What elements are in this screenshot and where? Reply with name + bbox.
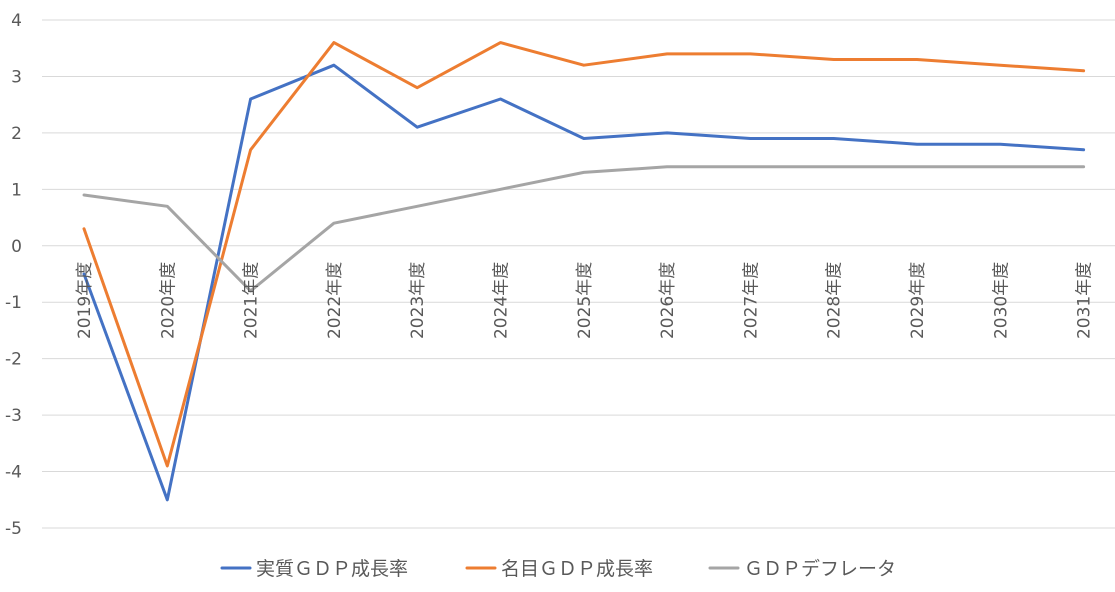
y-tick-label: 2	[11, 124, 22, 144]
x-tick-label: 2027年度	[741, 262, 761, 339]
legend-label: 実質ＧＤＰ成長率	[256, 558, 408, 580]
x-tick-label: 2023年度	[408, 262, 428, 339]
y-tick-label: -5	[5, 519, 22, 539]
y-tick-label: -3	[5, 406, 22, 426]
x-tick-label: 2024年度	[492, 262, 512, 339]
y-tick-label: -4	[5, 463, 22, 483]
x-axis-tick-labels: 2019年度 2020年度 2021年度 2022年度 2023年度 2024年度 2025…	[75, 262, 1095, 339]
y-tick-label: 4	[11, 11, 22, 31]
x-tick-label: 2019年度	[75, 262, 95, 339]
y-tick-label: 1	[11, 180, 22, 200]
x-tick-label: 2031年度	[1075, 262, 1095, 339]
legend-label: 名目ＧＤＰ成長率	[501, 558, 653, 580]
gridlines	[42, 19, 1115, 529]
y-tick-label: -2	[5, 350, 22, 370]
legend: 実質ＧＤＰ成長率 名目ＧＤＰ成長率 ＧＤＰデフレータ	[220, 558, 896, 580]
y-axis-tick-labels: 4 3 2 1 0 -1 -2 -3 -4 -5	[5, 11, 22, 539]
series-line	[82, 41, 1086, 468]
y-tick-label: 0	[11, 237, 22, 257]
y-tick-label: 3	[11, 67, 22, 87]
legend-label: ＧＤＰデフレータ	[744, 558, 896, 580]
x-tick-label: 2026年度	[658, 262, 678, 339]
series-line	[82, 63, 1086, 502]
series-lines	[82, 41, 1086, 502]
x-tick-label: 2028年度	[825, 262, 845, 339]
x-tick-label: 2021年度	[242, 262, 262, 339]
x-tick-label: 2020年度	[158, 262, 178, 339]
x-tick-label: 2030年度	[991, 262, 1011, 339]
y-tick-label: -1	[5, 293, 22, 313]
series-line	[82, 165, 1086, 293]
x-tick-label: 2025年度	[575, 262, 595, 339]
x-tick-label: 2029年度	[908, 262, 928, 339]
x-tick-label: 2022年度	[325, 262, 345, 339]
